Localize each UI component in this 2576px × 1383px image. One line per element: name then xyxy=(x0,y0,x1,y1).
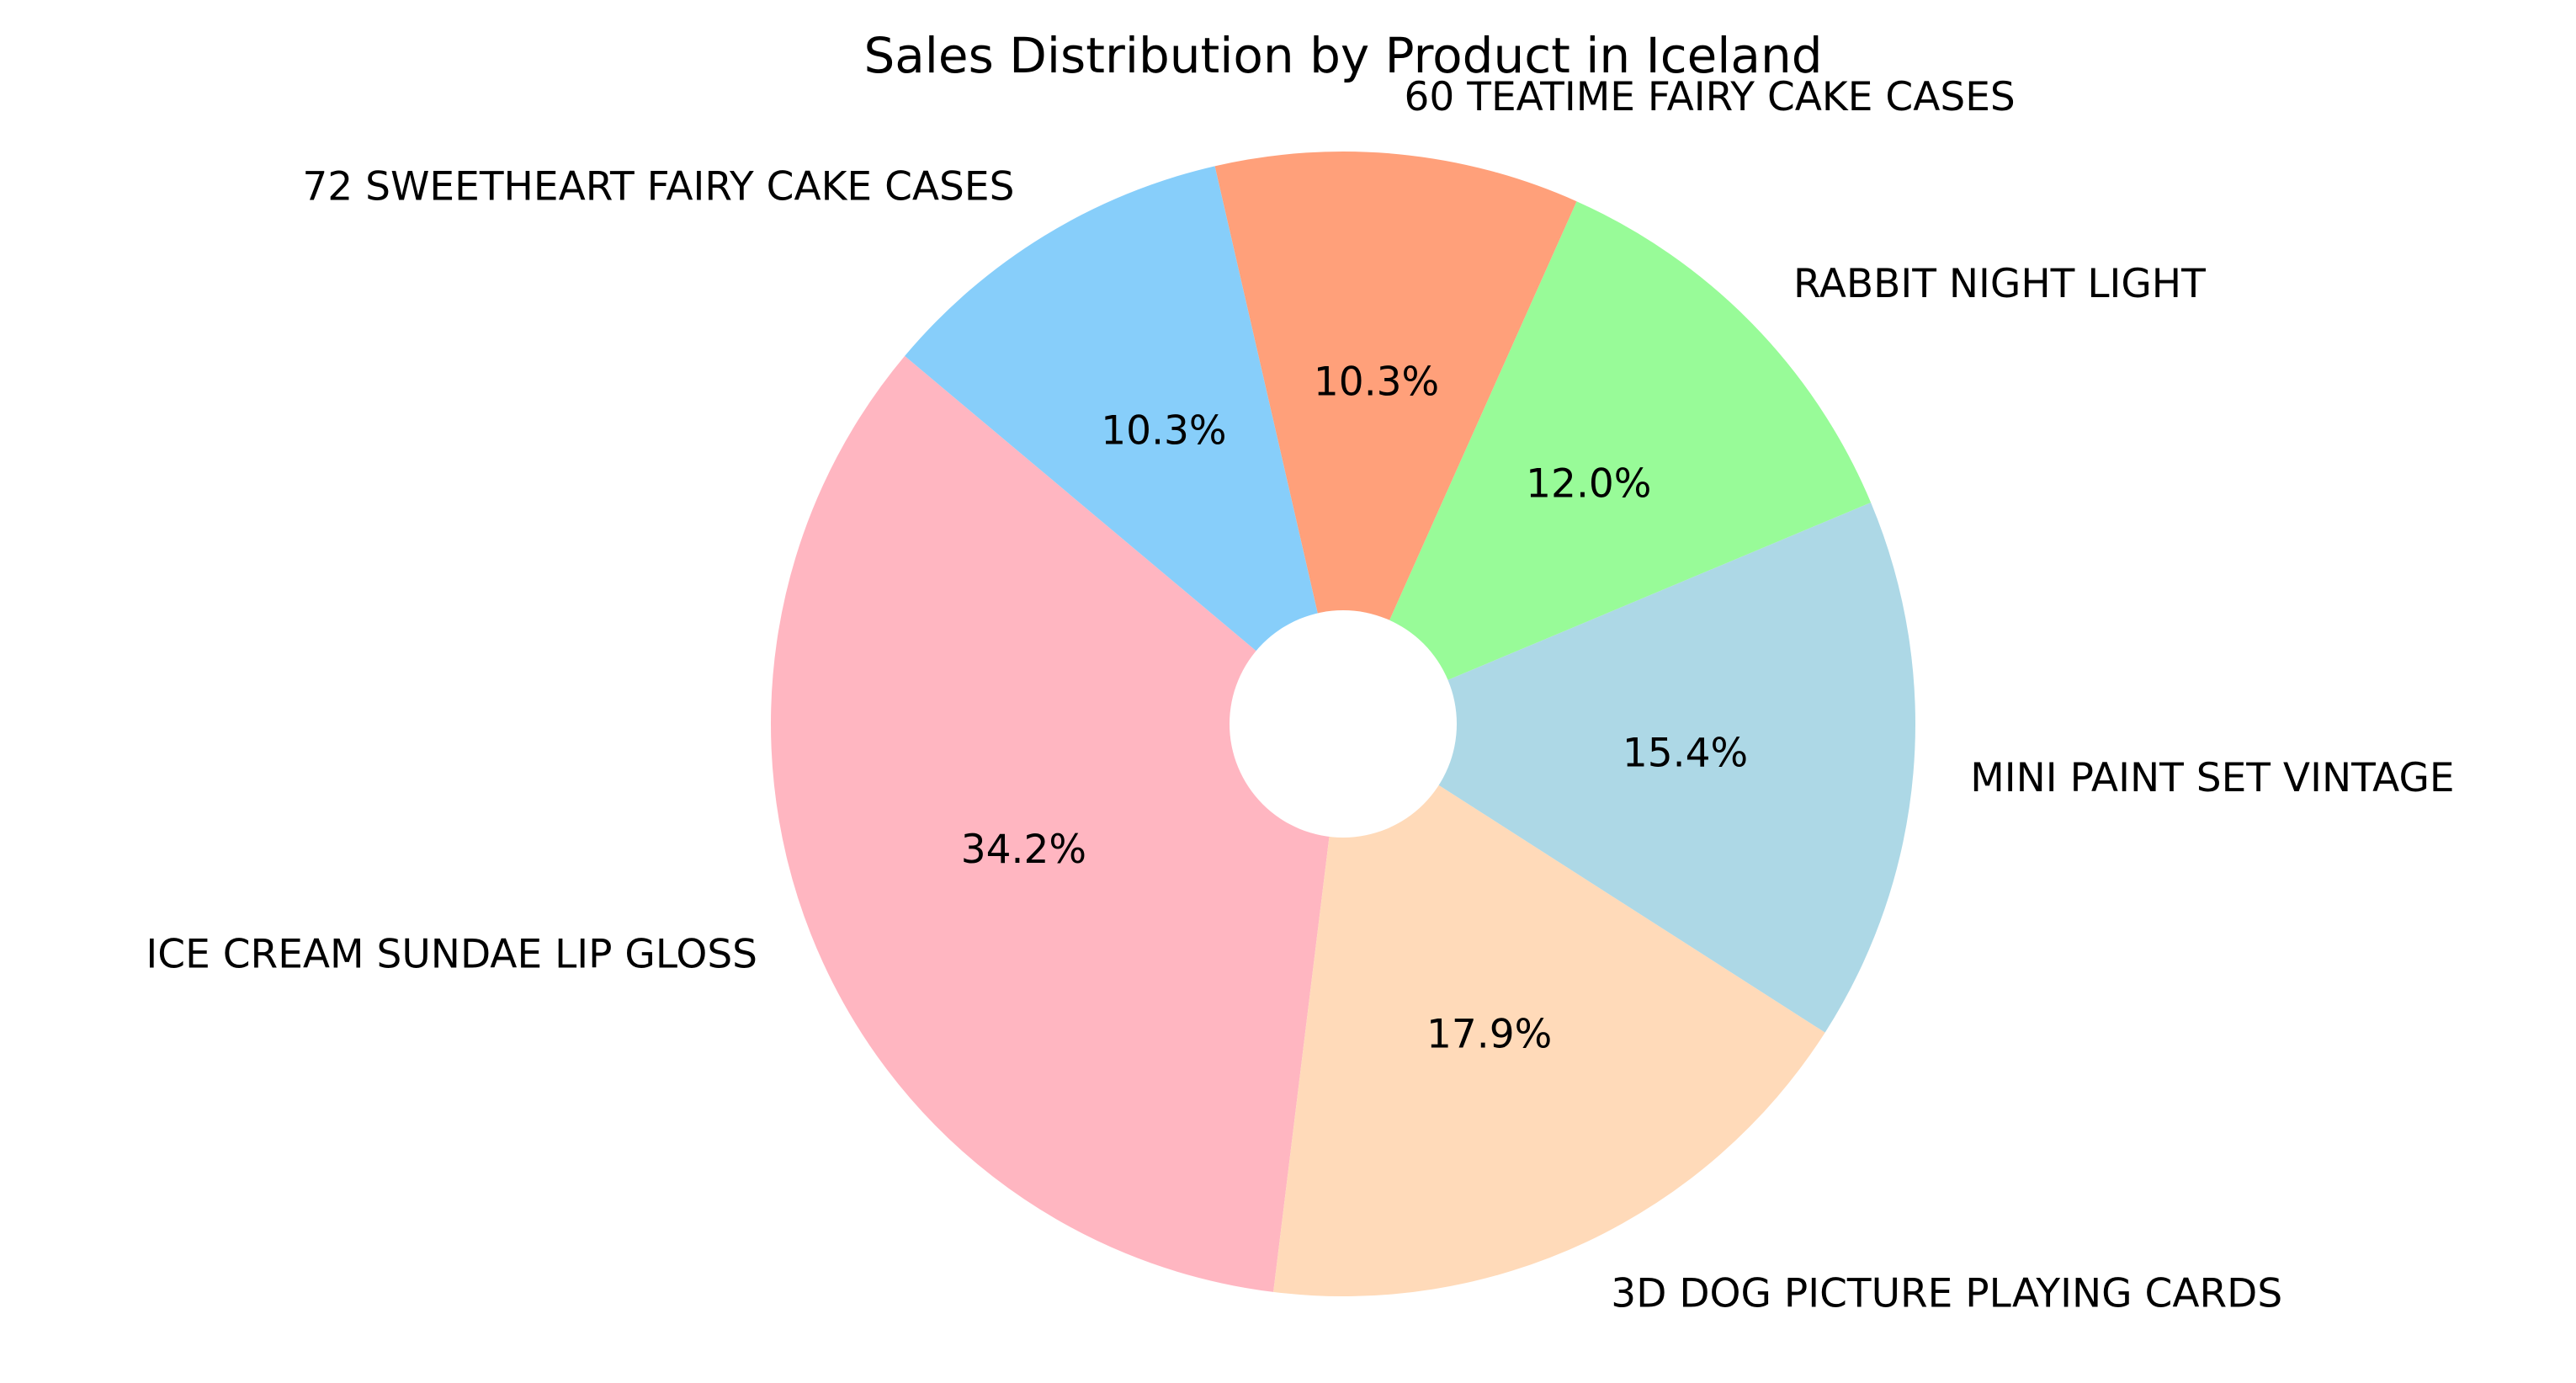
pie-value-label: 10.3% xyxy=(1101,408,1226,455)
pie-slice-72-sweetheart-fairy-cake-cases xyxy=(905,166,1343,725)
pie-slice-ice-cream-sundae-lip-gloss xyxy=(771,355,1343,1292)
pie-slice-rabbit-night-light xyxy=(1343,201,1872,724)
pie-category-label: 3D DOG PICTURE PLAYING CARDS xyxy=(1611,1270,2282,1317)
chart-title: Sales Distribution by Product in Iceland xyxy=(863,27,1822,84)
pie-category-label: 60 TEATIME FAIRY CAKE CASES xyxy=(1405,74,2016,120)
pie-slice-3d-dog-picture-playing-cards xyxy=(1273,724,1825,1296)
pie-slices xyxy=(771,152,1915,1296)
pie-value-label: 17.9% xyxy=(1426,1012,1552,1058)
pie-slice-60-teatime-fairy-cake-cases xyxy=(1214,152,1577,724)
pie-slice-mini-paint-set-vintage xyxy=(1343,502,1915,1033)
pie-value-label: 10.3% xyxy=(1314,359,1439,405)
donut-hole xyxy=(1230,610,1457,838)
pie-category-label: ICE CREAM SUNDAE LIP GLOSS xyxy=(146,932,757,978)
pie-value-label: 12.0% xyxy=(1526,460,1651,507)
pie-labels: 34.2% ICE CREAM SUNDAE LIP GLOSS 17.9% 3D D… xyxy=(146,74,2454,1317)
pie-category-label: 72 SWEETHEART FAIRY CAKE CASES xyxy=(302,164,1014,210)
pie-value-label: 15.4% xyxy=(1623,731,1748,777)
pie-category-label: MINI PAINT SET VINTAGE xyxy=(1970,755,2454,801)
pie-category-label: RABBIT NIGHT LIGHT xyxy=(1793,261,2206,307)
pie-value-label: 34.2% xyxy=(961,827,1086,873)
